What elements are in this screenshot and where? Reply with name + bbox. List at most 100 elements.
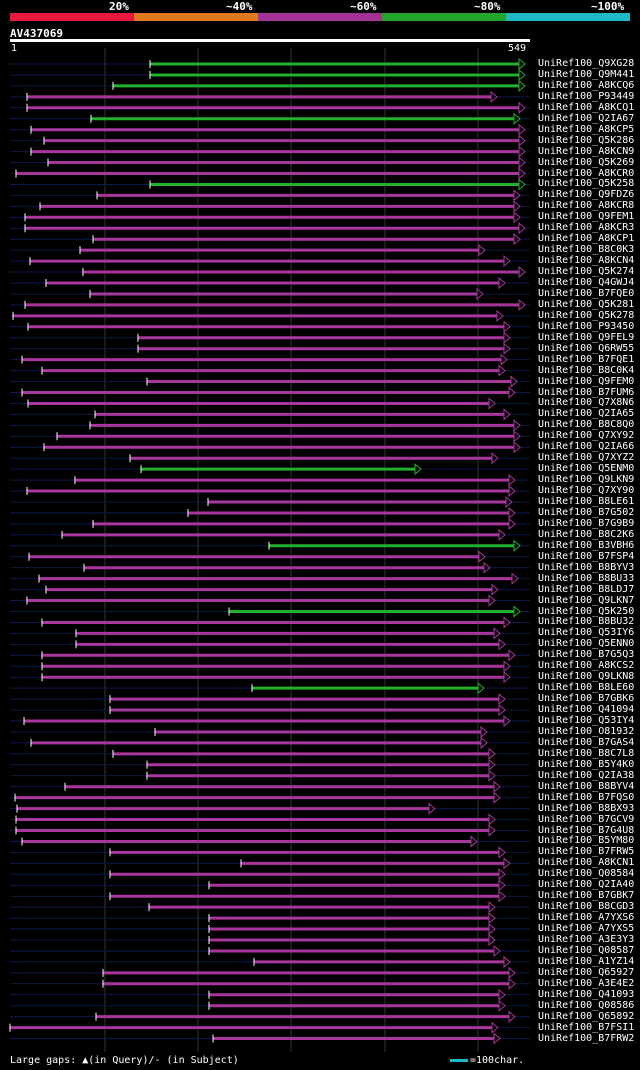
hit-label[interactable]: UniRef100_B7FRW2: [538, 1032, 635, 1044]
hit-label[interactable]: UniRef100_A8KCQ6: [538, 79, 635, 91]
hit-label[interactable]: UniRef100_Q9LKN9: [538, 474, 635, 486]
hit-label[interactable]: UniRef100_Q4GWJ4: [538, 277, 635, 288]
hit-arrow: [498, 528, 506, 541]
hit-label[interactable]: UniRef100_Q7XY92: [538, 430, 635, 442]
hit-label[interactable]: UniRef100_A8KCS2: [538, 660, 635, 672]
hit-label[interactable]: UniRef100_B8BU33: [538, 572, 635, 584]
hit-label[interactable]: UniRef100_B7FSP4: [538, 550, 635, 562]
hit-label[interactable]: UniRef100_Q08584: [538, 868, 635, 880]
hit-arrow: [518, 68, 526, 82]
hit-label[interactable]: UniRef100_B8C7L8: [538, 747, 635, 759]
hit-label[interactable]: UniRef100_Q6RW55: [538, 342, 635, 354]
hit-label[interactable]: UniRef100_B8C2K6: [538, 528, 635, 540]
hit-label[interactable]: UniRef100_B8CGD3: [538, 901, 635, 913]
hit-label[interactable]: UniRef100_B3VBH6: [538, 539, 635, 551]
hit-label[interactable]: UniRef100_A8KCN4: [538, 255, 635, 267]
hit-label[interactable]: UniRef100_A8KCN9: [538, 145, 635, 157]
hit-label[interactable]: UniRef100_Q7XYZ2: [538, 452, 635, 464]
hit-label[interactable]: UniRef100_B8LDJ7: [538, 583, 635, 595]
hit-label[interactable]: UniRef100_Q5K278: [538, 309, 635, 321]
hit-label[interactable]: UniRef100_A8KCR8: [538, 200, 635, 212]
hit-label[interactable]: UniRef100_B8BYV4: [538, 780, 635, 792]
hit-label[interactable]: UniRef100_Q08586: [538, 999, 635, 1011]
hit-label[interactable]: UniRef100_Q5ENM0: [538, 463, 635, 475]
hit-label[interactable]: UniRef100_Q08587: [538, 944, 635, 956]
hit-label[interactable]: UniRef100_B8C0K3: [538, 244, 635, 256]
hit-label[interactable]: UniRef100_Q5K286: [538, 134, 635, 146]
hit-label[interactable]: UniRef100_B7GAS4: [538, 736, 635, 748]
hit-label[interactable]: UniRef100_B8C8Q0: [538, 419, 635, 431]
hit-label[interactable]: UniRef100_B7FUM6: [538, 386, 635, 398]
query-ruler: [10, 39, 530, 42]
hit-arrow: [503, 714, 511, 728]
hit-label[interactable]: UniRef100_Q5K258: [538, 178, 635, 190]
hit-label[interactable]: UniRef100_B7GBK7: [538, 890, 635, 902]
hit-label[interactable]: UniRef100_Q9FEL9: [538, 331, 635, 343]
hit-arrow: [480, 725, 488, 739]
hit-label[interactable]: UniRef100_P93450: [538, 320, 635, 332]
hit-label[interactable]: UniRef100_Q53IY4: [538, 715, 635, 726]
hit-label[interactable]: UniRef100_Q9LKN8: [538, 671, 635, 683]
hit-label[interactable]: UniRef100_B8LE61: [538, 496, 635, 507]
hit-label[interactable]: UniRef100_Q5ENN0: [538, 638, 635, 650]
hit-label[interactable]: UniRef100_Q9M441: [538, 68, 635, 80]
hit-label[interactable]: UniRef100_B7G4U8: [538, 824, 635, 836]
hit-label[interactable]: UniRef100_B7GCV9: [538, 813, 635, 825]
hit-label[interactable]: UniRef100_Q41093: [538, 988, 635, 1000]
hit-label[interactable]: UniRef100_A8KCR3: [538, 222, 635, 234]
hit-label[interactable]: UniRef100_B7FQS0: [538, 791, 635, 803]
hit-label[interactable]: UniRef100_Q41094: [538, 704, 635, 716]
hit-arrow: [498, 846, 506, 859]
hit-label[interactable]: UniRef100_A8KCQ1: [538, 101, 635, 113]
hit-label[interactable]: UniRef100_Q9XG28: [538, 58, 635, 69]
hit-label[interactable]: UniRef100_Q65927: [538, 966, 635, 978]
hit-label[interactable]: UniRef100_B5YM80: [538, 835, 635, 847]
hit-label[interactable]: UniRef100_B8LE60: [538, 682, 635, 694]
hit-label[interactable]: UniRef100_Q5K250: [538, 605, 635, 617]
hit-label[interactable]: UniRef100_B7GBK6: [538, 693, 635, 705]
hit-label[interactable]: UniRef100_Q2IA38: [538, 769, 635, 781]
hit-label[interactable]: UniRef100_A7YXS5: [538, 923, 635, 935]
hit-label[interactable]: UniRef100_B7FSI1: [538, 1021, 635, 1033]
hit-label[interactable]: UniRef100_Q5K281: [538, 298, 635, 310]
hit-label[interactable]: UniRef100_Q2IA40: [538, 879, 635, 891]
hit-label[interactable]: UniRef100_A7YXS6: [538, 912, 635, 924]
hit-label[interactable]: UniRef100_Q2IA65: [538, 408, 635, 420]
hit-label[interactable]: UniRef100_B8BYV3: [538, 561, 635, 573]
legend-label: ~40%: [226, 0, 253, 13]
hit-label[interactable]: UniRef100_B7G502: [538, 506, 635, 518]
hit-label[interactable]: UniRef100_Q2IA67: [538, 112, 635, 124]
hit-label[interactable]: UniRef100_B7G9B9: [538, 517, 635, 529]
hit-label[interactable]: UniRef100_A3E4E2: [538, 977, 635, 989]
hit-label[interactable]: UniRef100_B7G5Q3: [538, 649, 635, 661]
hit-label[interactable]: UniRef100_A8KCN1: [538, 857, 635, 869]
hit-label[interactable]: UniRef100_Q9FEM1: [538, 211, 635, 223]
hit-label[interactable]: UniRef100_B8BX93: [538, 802, 635, 814]
hit-label[interactable]: UniRef100_A3E3Y3: [538, 934, 635, 945]
hit-label[interactable]: UniRef100_B8C0K4: [538, 364, 635, 376]
hit-label[interactable]: UniRef100_B7FQE0: [538, 287, 635, 299]
hit-label[interactable]: UniRef100_B5Y4K0: [538, 758, 635, 770]
hit-label[interactable]: UniRef100_Q7XY90: [538, 485, 635, 497]
hit-label[interactable]: UniRef100_Q65892: [538, 1010, 635, 1022]
hit-label[interactable]: UniRef100_A8KCR0: [538, 167, 635, 179]
hit-arrow: [508, 649, 516, 662]
hit-label[interactable]: UniRef100_B7FQE1: [538, 353, 635, 365]
hit-label[interactable]: UniRef100_A1YZ14: [538, 955, 635, 967]
hit-label[interactable]: UniRef100_Q5K269: [538, 156, 635, 168]
hit-label[interactable]: UniRef100_Q2IA66: [538, 441, 635, 453]
hit-label[interactable]: UniRef100_Q9FDZ6: [538, 189, 635, 201]
hit-label[interactable]: UniRef100_Q53IY6: [538, 627, 635, 639]
hit-label[interactable]: UniRef100_Q9LKN7: [538, 594, 635, 606]
hit-label[interactable]: UniRef100_Q9FEM0: [538, 375, 635, 387]
hit-arrow: [513, 200, 521, 213]
hit-label[interactable]: UniRef100_O81932: [538, 725, 635, 737]
hit-label[interactable]: UniRef100_A8KCP5: [538, 123, 635, 135]
hit-label[interactable]: UniRef100_P93449: [538, 90, 635, 102]
hit-label[interactable]: UniRef100_Q7X8N6: [538, 397, 635, 409]
hit-label[interactable]: UniRef100_A8KCP1: [538, 233, 635, 245]
hit-label[interactable]: UniRef100_Q5K274: [538, 266, 635, 278]
hit-label[interactable]: UniRef100_B8BU32: [538, 616, 635, 628]
hit-label[interactable]: UniRef100_B7FRW5: [538, 846, 635, 858]
